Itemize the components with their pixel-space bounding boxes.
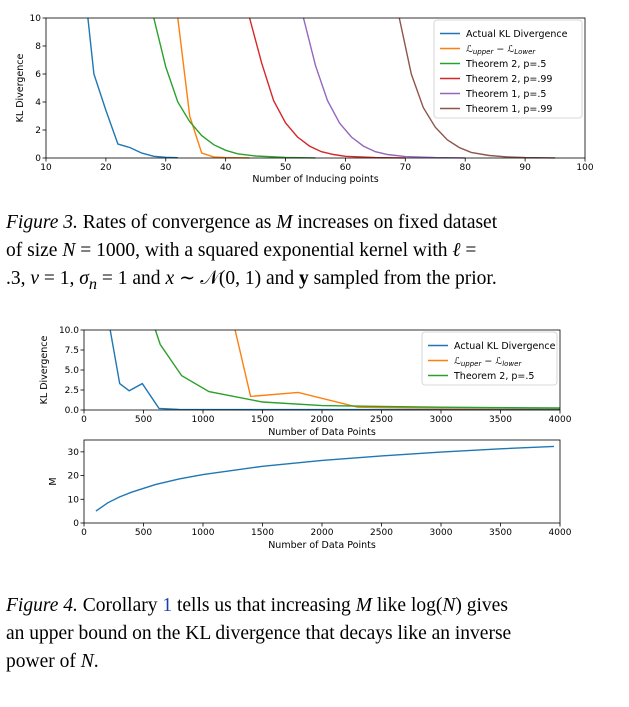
series-line-5 [302,17,466,159]
legend-box [421,331,558,386]
legend-label-2: ℒupper − ℒlower [454,356,522,368]
legend-label-3: Theorem 2, p=.5 [465,59,546,70]
x-axis-label: Number of Data Points [268,540,376,551]
series-line-4 [248,17,406,159]
series-line-1 [87,17,178,159]
x-tick-label: 2000 [311,528,334,538]
legend-label-6: Theorem 1, p=.99 [465,104,552,115]
x-tick-label: 90 [519,163,531,173]
y-axis-label: KL Divergence [15,54,26,123]
caption4-line2: an upper bound on the KL divergence that… [6,623,512,644]
x-tick-label: 0 [81,415,87,425]
legend-label-4: Theorem 2, p=.99 [465,74,552,85]
series-line-2 [234,329,560,410]
figure4-m-chart: 0 500 1000 1500 2000 2500 3000 3500 4000 0 10 20 30 N… [48,439,572,551]
series-line-1 [95,445,555,512]
x-tick-label: 500 [135,415,152,425]
x-tick-label: 70 [400,163,412,173]
x-tick-label: 3500 [489,415,512,425]
x-axis-label: Number of Data Points [268,427,376,438]
y-tick-label: 10.0 [59,326,79,336]
legend-label-5: Theorem 1, p=.5 [465,89,546,100]
y-tick-label: 30 [68,448,80,458]
y-tick-label: 10 [68,495,80,505]
legend-label-3: Theorem 2, p=.5 [453,371,534,382]
figure4-caption: Figure 4. Corollary 1 tells us that incr… [6,592,624,676]
legend-box [433,19,583,119]
series-line-6 [398,17,556,159]
legend-label-2: ℒupper − ℒLower [466,44,536,56]
series-line-2 [177,17,250,159]
plot-frame [83,439,561,524]
corollary-link[interactable]: 1 [162,595,173,616]
y-axis-label: KL Divergence [39,336,50,405]
y-tick-label: 0 [73,519,79,529]
y-axis-label: M [48,477,59,485]
x-tick-label: 3000 [430,528,453,538]
x-axis-label: Number of Inducing points [252,174,378,185]
x-tick-label: 1000 [192,415,215,425]
legend-label-1: Actual KL Divergence [454,341,556,352]
x-tick-label: 1000 [192,528,215,538]
x-tick-label: 500 [135,528,152,538]
caption3-label: Figure 3. [6,212,78,233]
x-tick-label: 80 [459,163,471,173]
x-tick-label: 0 [81,528,87,538]
caption4-label: Figure 4. [6,595,78,616]
x-tick-label: 20 [100,163,112,173]
x-tick-label: 3500 [489,528,512,538]
y-tick-label: 2.5 [65,386,79,396]
y-tick-label: 7.5 [65,346,79,356]
caption4-line3: power of N. [6,651,99,672]
x-tick-label: 2000 [311,415,334,425]
x-tick-label: 3000 [430,415,453,425]
y-tick-label: 2 [35,126,41,136]
x-tick-label: 60 [340,163,352,173]
x-tick-label: 10 [40,163,52,173]
caption3-line1: Figure 3. Rates of convergence as M incr… [6,212,498,233]
x-tick-label: 2500 [370,528,393,538]
y-tick-label: 20 [68,472,80,482]
x-tick-label: 4000 [549,528,572,538]
figure4-kl-chart: 0 500 1000 1500 2000 2500 3000 3500 4000 0.0 2.5 5.… [39,326,572,438]
y-tick-label: 5.0 [65,366,80,376]
series-line-3 [154,329,560,409]
y-tick-label: 0.0 [65,406,80,416]
x-tick-label: 1500 [251,415,274,425]
y-tick-label: 10 [30,14,42,24]
caption3-line2: of size N = 1000, with a squared exponen… [6,240,477,261]
x-tick-label: 1500 [251,528,274,538]
caption3-line3: .3, v = 1, σn = 1 and x ∼ 𝒩(0, 1) and y … [6,268,497,293]
series-line-3 [153,17,316,159]
figure3-chart: 10 20 30 40 50 60 70 80 90 100 0 2 4 6 8 10 Number of In… [15,14,594,185]
x-tick-label: 30 [160,163,172,173]
x-tick-label: 100 [576,163,593,173]
x-tick-label: 40 [220,163,232,173]
y-tick-label: 8 [35,42,41,52]
y-tick-label: 0 [35,154,41,164]
y-tick-label: 6 [35,70,41,80]
y-tick-label: 4 [35,98,41,108]
x-tick-label: 4000 [549,415,572,425]
x-tick-label: 50 [280,163,292,173]
legend-label-1: Actual KL Divergence [466,29,568,40]
plot-frame [45,17,586,159]
caption4-line1: Figure 4. Corollary 1 tells us that incr… [6,595,508,616]
x-tick-label: 2500 [370,415,393,425]
figure3-caption: Figure 3. Rates of convergence as M incr… [6,209,624,298]
